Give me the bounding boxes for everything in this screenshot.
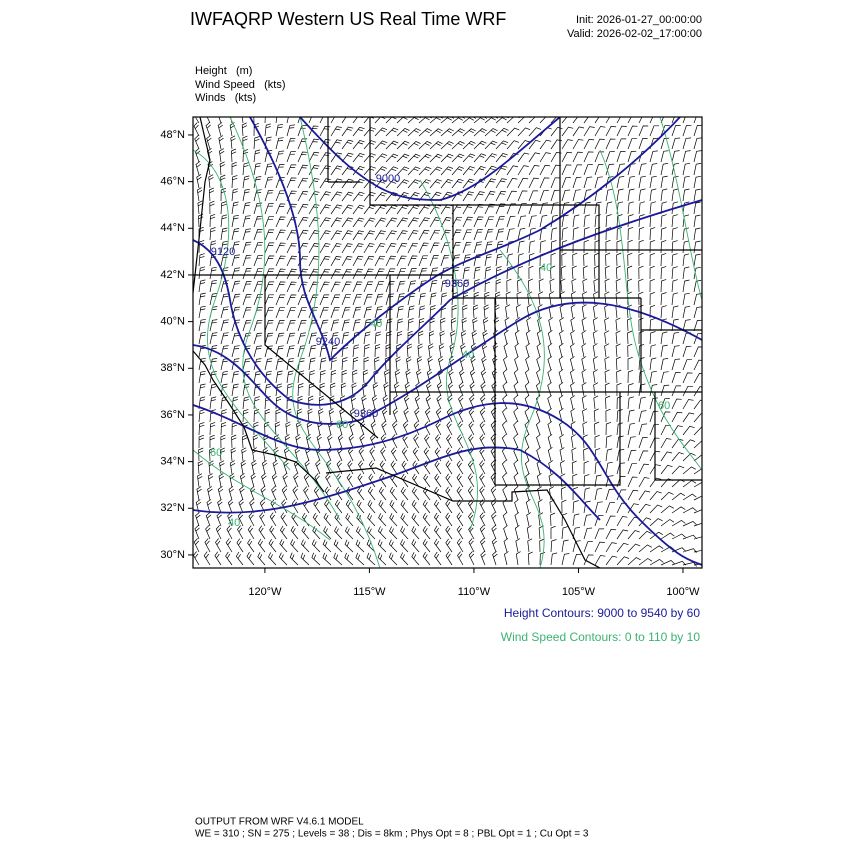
lon-tick-label: 100°W: [666, 586, 700, 598]
field-label: Winds (kts): [195, 92, 256, 104]
field-label: Height (m): [195, 65, 252, 77]
init-time: Init: 2026-01-27_00:00:00: [576, 14, 702, 26]
title: IWFAQRP Western US Real Time WRF: [190, 9, 506, 29]
speed-label: 60: [336, 419, 348, 431]
wind-barbs: [193, 117, 702, 567]
lat-tick-label: 42°N: [160, 269, 185, 281]
lat-tick-label: 30°N: [160, 549, 185, 561]
speed-label: 40: [462, 349, 474, 361]
lat-tick-label: 32°N: [160, 502, 185, 514]
map-frame: [192, 116, 703, 569]
lat-tick-label: 38°N: [160, 362, 185, 374]
speed-label: 40: [370, 318, 382, 330]
lat-tick-label: 36°N: [160, 409, 185, 421]
height-legend: Height Contours: 9000 to 9540 by 60: [504, 606, 700, 620]
lon-tick-label: 105°W: [562, 586, 596, 598]
valid-time: Valid: 2026-02-02_17:00:00: [567, 28, 702, 40]
height-label: 9240: [316, 336, 340, 348]
speed-label: 60: [210, 447, 222, 459]
height-label: 9120: [211, 246, 235, 258]
height-contours: [193, 117, 702, 566]
height-label: 9360: [445, 278, 469, 290]
speed-contours: [193, 117, 702, 568]
lat-tick-label: 44°N: [160, 222, 185, 234]
speed-label: 60: [658, 400, 670, 412]
lat-tick-label: 46°N: [160, 176, 185, 188]
height-label: 9000: [376, 173, 400, 185]
borders: [193, 117, 702, 568]
lon-tick-label: 120°W: [248, 586, 282, 598]
speed-labels: 40 60 40 40 60 40 60: [210, 262, 670, 529]
speed-legend: Wind Speed Contours: 0 to 110 by 10: [501, 630, 701, 644]
footer-line: WE = 310 ; SN = 275 ; Levels = 38 ; Dis …: [195, 829, 589, 840]
lat-tick-label: 48°N: [160, 129, 185, 141]
speed-label: 40: [228, 517, 240, 529]
lat-tick-label: 40°N: [160, 316, 185, 328]
axes: 48°N 46°N 44°N 42°N 40°N 38°N 36°N 34°N 32°N 30°N…: [160, 129, 700, 598]
lat-tick-label: 34°N: [160, 456, 185, 468]
speed-label: 40: [540, 262, 552, 274]
lon-tick-label: 110°W: [458, 586, 491, 598]
height-labels: 9000 9120 9360 9240 9360: [211, 173, 469, 420]
lon-tick-label: 115°W: [353, 586, 386, 598]
footer-line: OUTPUT FROM WRF V4.6.1 MODEL: [195, 817, 364, 828]
height-label: 9360: [354, 408, 378, 420]
map-area: [193, 117, 702, 568]
field-label: Wind Speed (kts): [195, 79, 285, 91]
